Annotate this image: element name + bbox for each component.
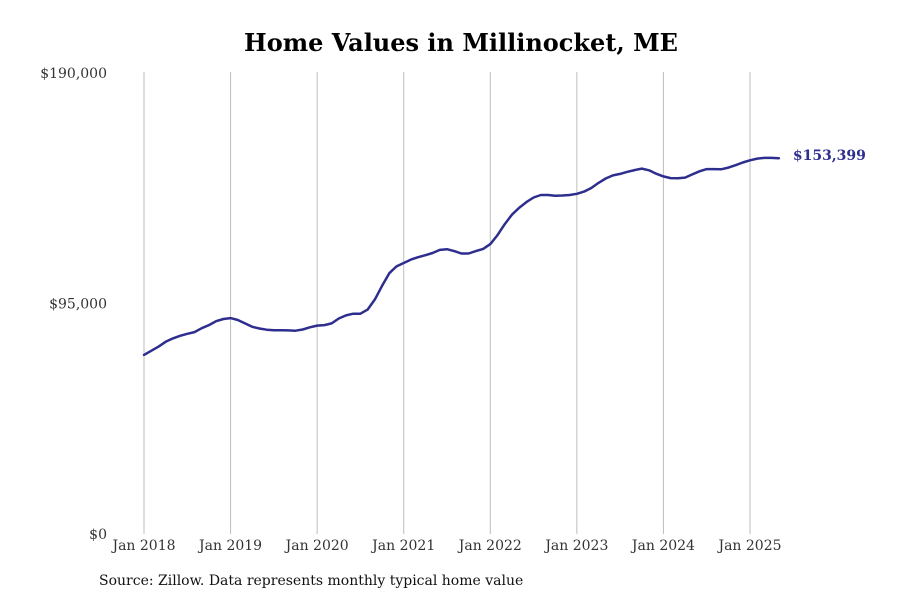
- y-axis-tick-labels: $0 $95,000 $190,000: [40, 66, 107, 543]
- x-tick-label: Jan 2018: [110, 538, 175, 554]
- x-tick-label: Jan 2024: [630, 538, 695, 554]
- end-value-label-group: $153,399: [793, 148, 866, 164]
- end-value-label: $153,399: [793, 148, 866, 164]
- x-tick-label: Jan 2022: [457, 538, 522, 554]
- home-value-series: [142, 156, 781, 357]
- x-tick-label: Jan 2023: [543, 538, 608, 554]
- x-tick-label: Jan 2020: [284, 538, 349, 554]
- series-line: [142, 156, 781, 357]
- y-tick-label: $190,000: [40, 66, 107, 82]
- y-tick-label: $0: [89, 527, 107, 543]
- x-tick-label: Jan 2025: [716, 538, 781, 554]
- x-tick-label: Jan 2019: [197, 538, 262, 554]
- vertical-gridlines: [143, 72, 751, 534]
- x-tick-label: Jan 2021: [370, 538, 435, 554]
- x-axis-tick-labels: Jan 2018 Jan 2019 Jan 2020 Jan 2021 Jan 2022…: [110, 538, 781, 554]
- chart-title: Home Values in Millinocket, ME: [244, 28, 678, 57]
- chart-source-note: Source: Zillow. Data represents monthly …: [99, 573, 524, 589]
- y-tick-label: $95,000: [49, 297, 107, 313]
